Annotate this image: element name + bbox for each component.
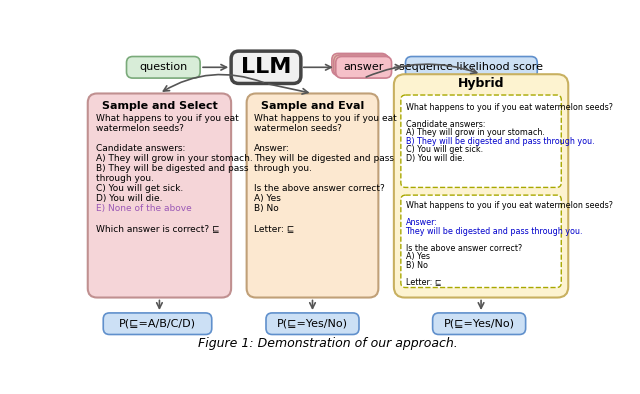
- Text: Figure 1: Demonstration of our approach.: Figure 1: Demonstration of our approach.: [198, 337, 458, 350]
- Text: B) No: B) No: [406, 260, 428, 269]
- Text: answer: answer: [344, 62, 384, 72]
- FancyBboxPatch shape: [401, 95, 561, 188]
- Text: Answer:: Answer:: [254, 144, 291, 153]
- Text: Sample and Select: Sample and Select: [102, 101, 218, 111]
- Text: What happens to you if you eat: What happens to you if you eat: [95, 114, 238, 123]
- Text: Is the above answer correct?: Is the above answer correct?: [254, 184, 385, 193]
- Text: A) Yes: A) Yes: [406, 252, 429, 261]
- Text: LLM: LLM: [241, 57, 291, 77]
- FancyBboxPatch shape: [394, 74, 568, 297]
- FancyBboxPatch shape: [332, 54, 388, 75]
- FancyBboxPatch shape: [266, 313, 359, 335]
- Text: D) You will die.: D) You will die.: [95, 194, 162, 203]
- Text: through you.: through you.: [254, 164, 312, 173]
- FancyBboxPatch shape: [401, 195, 561, 288]
- Text: B) No: B) No: [254, 204, 279, 214]
- Text: Is the above answer correct?: Is the above answer correct?: [406, 243, 522, 253]
- Text: Candidate answers:: Candidate answers:: [95, 144, 185, 153]
- FancyBboxPatch shape: [88, 93, 231, 297]
- Text: What happens to you if you eat: What happens to you if you eat: [254, 114, 397, 123]
- Text: E) None of the above: E) None of the above: [95, 204, 191, 214]
- Text: sequence likelihood score: sequence likelihood score: [399, 62, 543, 72]
- Text: What happens to you if you eat watermelon seeds?: What happens to you if you eat watermelo…: [406, 103, 612, 112]
- FancyBboxPatch shape: [334, 55, 390, 76]
- Text: D) You will die.: D) You will die.: [406, 154, 464, 163]
- Text: watermelon seeds?: watermelon seeds?: [254, 124, 342, 133]
- FancyBboxPatch shape: [103, 313, 212, 335]
- FancyBboxPatch shape: [336, 56, 392, 78]
- Text: P(⊑=Yes/No): P(⊑=Yes/No): [277, 319, 348, 329]
- Text: Letter: ⊑: Letter: ⊑: [254, 224, 294, 233]
- FancyBboxPatch shape: [231, 51, 301, 84]
- Text: Candidate answers:: Candidate answers:: [406, 120, 485, 129]
- Text: P(⊑=Yes/No): P(⊑=Yes/No): [444, 319, 515, 329]
- Text: Sample and Eval: Sample and Eval: [261, 101, 364, 111]
- Text: Which answer is correct? ⊑: Which answer is correct? ⊑: [95, 224, 219, 233]
- FancyBboxPatch shape: [127, 56, 200, 78]
- Text: Answer:: Answer:: [406, 218, 438, 227]
- Text: Hybrid: Hybrid: [458, 77, 504, 90]
- FancyBboxPatch shape: [406, 56, 537, 78]
- Text: What happens to you if you eat watermelon seeds?: What happens to you if you eat watermelo…: [406, 201, 612, 210]
- Text: A) They will grow in your stomach.: A) They will grow in your stomach.: [406, 128, 545, 137]
- Text: watermelon seeds?: watermelon seeds?: [95, 124, 184, 133]
- Text: A) They will grow in your stomach.: A) They will grow in your stomach.: [95, 154, 252, 163]
- Text: C) You will get sick.: C) You will get sick.: [95, 184, 183, 193]
- Text: They will be digested and pass: They will be digested and pass: [254, 154, 394, 163]
- Text: C) You will get sick.: C) You will get sick.: [406, 145, 483, 154]
- Text: through you.: through you.: [95, 174, 154, 183]
- Text: They will be digested and pass through you.: They will be digested and pass through y…: [406, 227, 583, 236]
- Text: A) Yes: A) Yes: [254, 194, 281, 203]
- Text: Letter: ⊑: Letter: ⊑: [406, 277, 441, 286]
- Text: B) They will be digested and pass: B) They will be digested and pass: [95, 164, 248, 173]
- Text: B) They will be digested and pass through you.: B) They will be digested and pass throug…: [406, 137, 594, 146]
- FancyBboxPatch shape: [246, 93, 378, 297]
- FancyBboxPatch shape: [433, 313, 525, 335]
- Text: P(⊑=A/B/C/D): P(⊑=A/B/C/D): [119, 319, 196, 329]
- Text: question: question: [139, 62, 188, 72]
